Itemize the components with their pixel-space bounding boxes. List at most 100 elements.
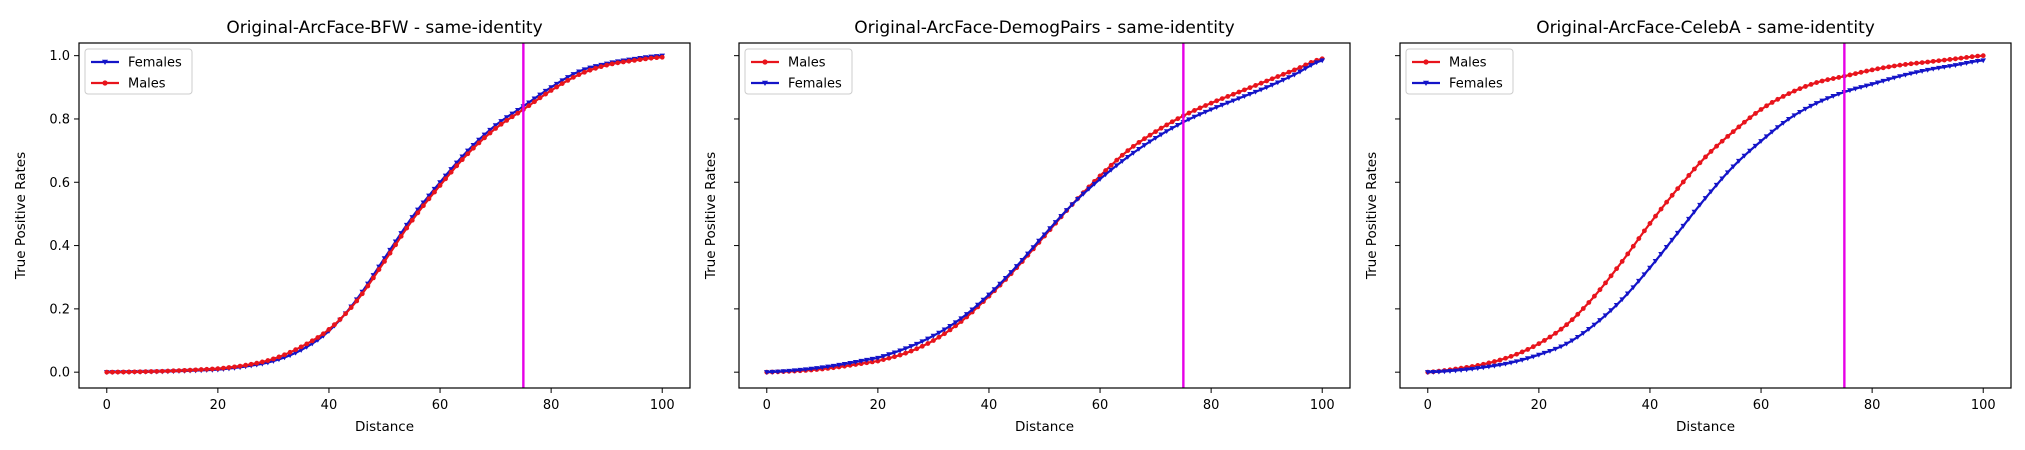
data-point bbox=[1914, 60, 1919, 66]
data-point bbox=[1636, 278, 1642, 284]
data-point bbox=[420, 203, 426, 209]
data-point bbox=[1947, 57, 1953, 62]
data-point bbox=[1147, 132, 1153, 138]
data-point bbox=[359, 291, 365, 297]
data-point bbox=[825, 364, 831, 370]
x-tick-label: 100 bbox=[1310, 398, 1335, 413]
data-point bbox=[1225, 94, 1231, 99]
data-point bbox=[1686, 216, 1692, 222]
data-point bbox=[1864, 68, 1869, 74]
data-point bbox=[1908, 71, 1914, 77]
data-point bbox=[1575, 311, 1581, 317]
data-point bbox=[1219, 96, 1225, 101]
data-point bbox=[415, 207, 421, 213]
data-point bbox=[953, 323, 959, 329]
data-point bbox=[1441, 369, 1448, 375]
data-point bbox=[1258, 80, 1264, 86]
data-point bbox=[1613, 302, 1620, 308]
data-point bbox=[1880, 65, 1886, 71]
data-point bbox=[902, 346, 909, 352]
data-point bbox=[1725, 133, 1731, 139]
data-point bbox=[1597, 287, 1603, 293]
legend: Males Females bbox=[1405, 48, 1514, 95]
data-point bbox=[442, 173, 449, 179]
data-point bbox=[869, 359, 875, 365]
data-point bbox=[509, 111, 516, 117]
data-point bbox=[1164, 122, 1170, 128]
data-point bbox=[858, 358, 864, 364]
data-point bbox=[292, 350, 299, 356]
data-point bbox=[1724, 170, 1731, 176]
data-point bbox=[1069, 202, 1076, 208]
data-point bbox=[548, 85, 554, 91]
data-point bbox=[1524, 356, 1531, 362]
data-point bbox=[1714, 143, 1720, 149]
data-point bbox=[1730, 164, 1737, 170]
data-point bbox=[1219, 102, 1226, 108]
x-tick-label: 80 bbox=[543, 398, 560, 413]
data-point bbox=[398, 233, 404, 239]
data-point bbox=[1275, 74, 1281, 79]
data-point bbox=[576, 72, 582, 78]
data-point bbox=[1875, 66, 1881, 72]
data-point bbox=[1547, 334, 1553, 340]
data-point bbox=[1925, 59, 1931, 65]
data-point bbox=[1525, 347, 1531, 352]
data-point bbox=[437, 183, 443, 188]
data-point bbox=[1280, 71, 1286, 77]
data-point bbox=[1586, 327, 1592, 332]
data-point bbox=[415, 210, 421, 216]
data-point bbox=[1580, 306, 1586, 311]
data-point bbox=[1569, 338, 1575, 344]
data-point bbox=[891, 350, 898, 356]
data-point bbox=[226, 365, 232, 370]
chart-panel-2: Original-ArcFace-DemogPairs - same-ident… bbox=[703, 18, 1351, 435]
data-point bbox=[1269, 76, 1275, 82]
data-point bbox=[1019, 257, 1026, 263]
data-point bbox=[1252, 89, 1259, 95]
data-point bbox=[121, 369, 126, 375]
data-point bbox=[1697, 160, 1703, 166]
data-point bbox=[1047, 226, 1053, 232]
data-point bbox=[930, 333, 937, 339]
data-point bbox=[1125, 148, 1131, 154]
data-point bbox=[1186, 117, 1192, 123]
data-point bbox=[1513, 359, 1520, 365]
chart-title: Original-ArcFace-BFW - same-identity bbox=[226, 18, 542, 38]
plot-area bbox=[763, 56, 1326, 375]
chart-title: Original-ArcFace-DemogPairs - same-ident… bbox=[854, 18, 1234, 38]
data-point bbox=[1142, 136, 1147, 142]
data-point bbox=[659, 54, 665, 60]
data-point bbox=[1452, 368, 1459, 374]
data-point bbox=[1119, 152, 1125, 158]
data-point bbox=[1136, 146, 1142, 152]
data-point bbox=[1980, 53, 1986, 59]
data-point bbox=[504, 118, 510, 123]
data-point bbox=[343, 311, 349, 317]
data-point bbox=[543, 91, 548, 97]
data-point bbox=[1286, 75, 1292, 81]
data-point bbox=[875, 358, 881, 364]
legend: Females Males bbox=[84, 48, 193, 95]
data-point bbox=[886, 355, 892, 361]
data-point bbox=[431, 186, 438, 192]
data-point bbox=[1830, 94, 1837, 99]
data-point bbox=[454, 163, 460, 169]
data-point bbox=[215, 366, 221, 372]
data-point bbox=[1753, 111, 1758, 116]
data-point bbox=[1913, 70, 1920, 76]
data-point bbox=[1741, 119, 1747, 125]
data-point bbox=[1119, 159, 1126, 164]
data-point bbox=[1158, 132, 1164, 138]
data-point bbox=[1208, 100, 1214, 106]
data-point bbox=[1830, 76, 1836, 81]
data-point bbox=[632, 58, 637, 63]
data-point bbox=[1803, 84, 1808, 89]
data-point bbox=[1964, 55, 1969, 60]
data-point bbox=[176, 368, 182, 374]
data-point bbox=[171, 368, 176, 374]
data-point bbox=[459, 154, 466, 160]
data-point bbox=[1030, 245, 1037, 250]
data-point bbox=[1769, 100, 1775, 105]
data-point bbox=[775, 369, 781, 375]
